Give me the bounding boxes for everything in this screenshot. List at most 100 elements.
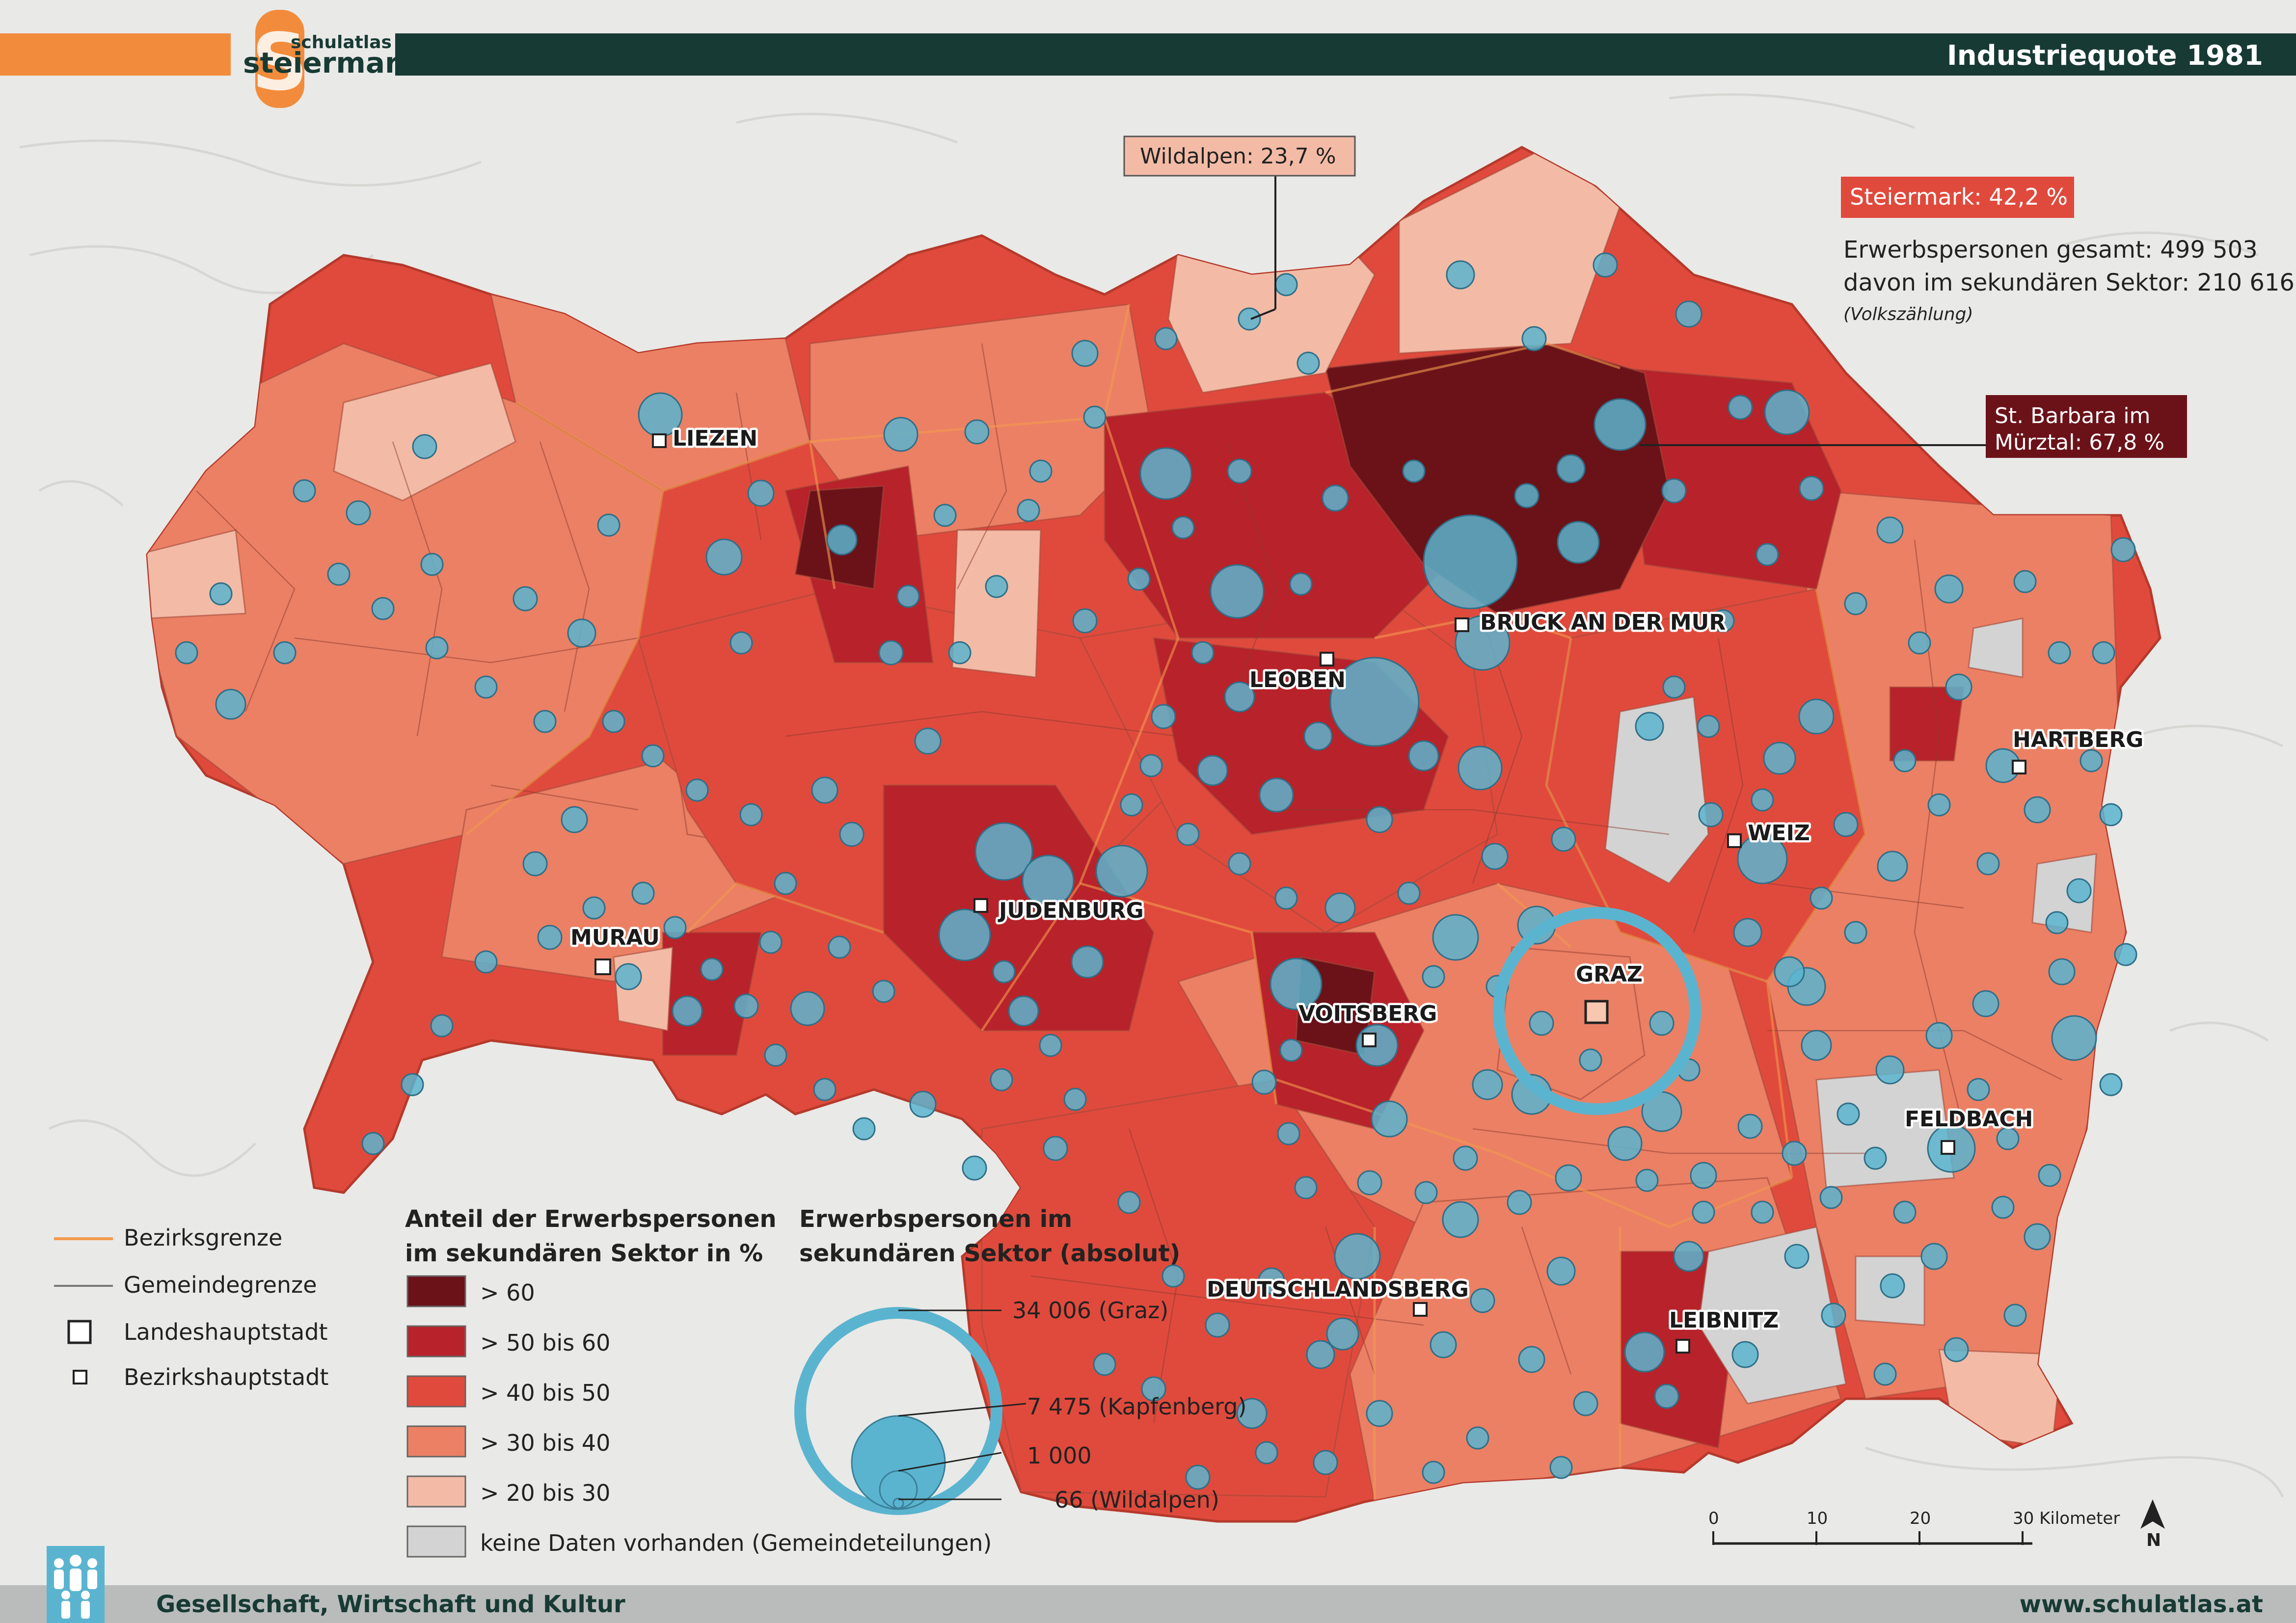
municipality-circle — [933, 504, 957, 527]
logo-top: schulatlas — [291, 32, 392, 53]
municipality-circle — [1117, 1191, 1141, 1214]
municipality-circle — [1698, 802, 1724, 827]
municipality-circle — [1191, 641, 1215, 665]
deutschlandsberg-marker — [1413, 1302, 1428, 1317]
municipality-circle — [1458, 745, 1503, 791]
summary-source: (Volkszählung) — [1843, 304, 1973, 324]
municipality-circle — [1737, 833, 1788, 884]
summary-line2: davon im sekundären Sektor: 210 616 — [1843, 269, 2295, 296]
municipality-circle — [1120, 793, 1143, 817]
municipality-circle — [1366, 1400, 1393, 1427]
municipality-circle — [1154, 327, 1178, 350]
municipality-circle — [1274, 273, 1298, 296]
municipality-circle — [1274, 886, 1298, 910]
graz-marker — [1584, 1000, 1609, 1024]
municipality-circle — [1507, 1190, 1532, 1215]
municipality-circle — [1334, 1233, 1381, 1280]
municipality-circle — [1210, 564, 1265, 619]
municipality-circle — [1446, 260, 1475, 290]
municipality-circle — [2110, 537, 2136, 562]
municipality-circle — [175, 641, 198, 665]
municipality-circle — [1277, 1122, 1300, 1145]
municipality-circle — [2114, 943, 2137, 966]
municipality-circle — [1624, 1331, 1665, 1373]
municipality-circle — [1875, 1055, 1905, 1085]
municipality-circle — [774, 872, 797, 895]
municipality-circle — [361, 1132, 385, 1155]
municipality-circle — [1270, 958, 1323, 1011]
municipality-circle — [1141, 1376, 1166, 1402]
municipality-circle — [327, 562, 351, 586]
legend-class-2-label: > 50 bis 60 — [480, 1330, 610, 1356]
municipality-circle — [1423, 514, 1518, 610]
municipality-circle — [1205, 1312, 1230, 1338]
city-label-feldbach: FELDBACH — [1905, 1107, 2033, 1132]
municipality-circle — [1690, 1162, 1717, 1189]
municipality-circle — [1151, 704, 1176, 729]
municipality-circle — [705, 538, 743, 576]
city-label-graz: GRAZ — [1576, 962, 1643, 987]
footer-category: Gesellschaft, Wirtschaft und Kultur — [156, 1591, 625, 1618]
municipality-circle — [425, 636, 449, 660]
municipality-circle — [1782, 1141, 1807, 1166]
municipality-circle — [1944, 1337, 1969, 1362]
municipality-circle — [2092, 641, 2115, 665]
total-badge-text: Steiermark: 42,2 % — [1850, 184, 2068, 210]
region-nodata-4 — [2031, 853, 2097, 933]
municipality-circle — [1733, 918, 1762, 947]
municipality-circle — [430, 1014, 454, 1038]
municipality-circle — [852, 1117, 876, 1141]
municipality-circle — [1764, 389, 1810, 435]
municipality-circle — [1967, 1078, 1990, 1101]
region-southeast-pale — [1938, 1349, 2063, 1449]
legend-swatch-2 — [406, 1325, 466, 1357]
municipality-circle — [1711, 609, 1735, 633]
municipality-circle — [1422, 965, 1445, 988]
municipality-circle — [1422, 1461, 1445, 1484]
municipality-circle — [883, 417, 918, 452]
municipality-circle — [1139, 754, 1163, 777]
bezirk-borders — [465, 304, 1867, 1502]
footer-url[interactable]: www.schulatlas.at — [2020, 1591, 2263, 1618]
choropleth-regions — [147, 147, 2127, 1503]
municipality-circle — [1481, 843, 1509, 870]
legend-class-6-label: keine Daten vorhanden (Gemeindeteilungen… — [480, 1530, 992, 1556]
municipality-circle — [1908, 631, 1931, 655]
municipality-circle — [1017, 499, 1040, 522]
municipality-circle — [615, 963, 642, 990]
municipality-circle — [1472, 1069, 1503, 1100]
municipality-circle — [215, 689, 246, 720]
legend-lines: Bezirksgrenze Gemeindegrenze Landeshaupt… — [54, 1224, 328, 1390]
legend-swatch-3 — [406, 1375, 466, 1408]
municipality-circle — [2051, 1015, 2097, 1061]
north-arrow-icon — [2140, 1499, 2165, 1529]
municipality-circle — [346, 500, 371, 526]
municipality-circle — [1324, 892, 1356, 924]
callout-wildalpen-text: Wildalpen: 23,7 % — [1140, 144, 1336, 169]
scale-tick-10: 10 — [1807, 1509, 1828, 1528]
municipality-circle — [878, 640, 904, 665]
municipality-circle — [1579, 1048, 1602, 1072]
municipality-circle — [1976, 852, 2000, 876]
city-label-deutschlandsberg: DEUTSCHLANDSBERG — [1207, 1277, 1469, 1302]
municipality-circle — [582, 896, 606, 920]
header-dark-strip — [395, 33, 2296, 76]
municipality-circle — [1326, 1317, 1359, 1351]
municipality-circle — [1366, 806, 1393, 833]
municipality-circle — [1594, 398, 1647, 451]
legend-gemeinde-label: Gemeindegrenze — [124, 1272, 317, 1298]
summary-line1: Erwerbspersonen gesamt: 499 503 — [1843, 236, 2258, 264]
city-label-weiz: WEIZ — [1748, 821, 1810, 846]
municipality-circle — [2038, 1164, 2061, 1187]
municipality-circle — [1821, 1303, 1846, 1328]
municipality-circle — [2013, 570, 2037, 593]
municipality-circle — [811, 776, 838, 804]
municipality-circle — [1996, 1127, 2020, 1150]
municipality-circle — [1083, 405, 1107, 429]
municipality-circle — [522, 851, 548, 877]
legend-swatch-4 — [406, 1425, 466, 1458]
municipality-circle — [962, 1155, 987, 1181]
municipality-circle — [1607, 1126, 1643, 1161]
terrain-background — [19, 93, 2284, 1498]
header-orange-strip — [0, 33, 231, 76]
